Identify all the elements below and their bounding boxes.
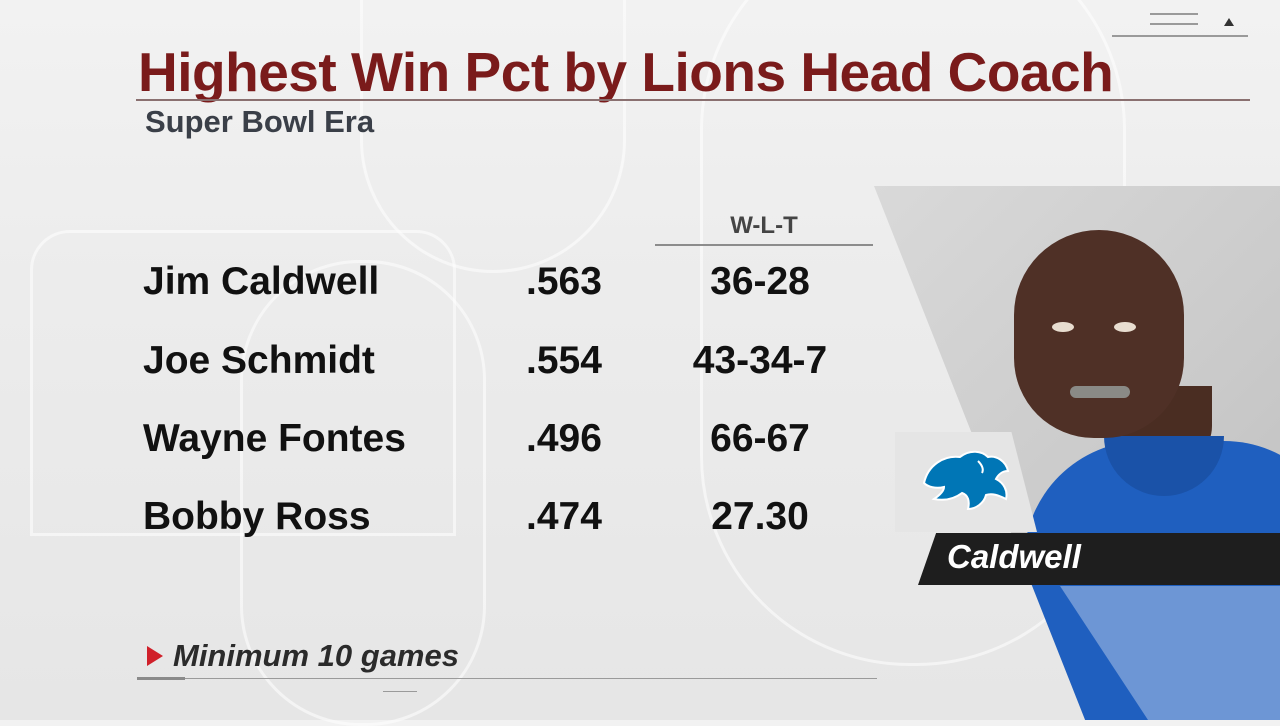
background-watermark-shape	[30, 230, 456, 536]
footnote-text: Minimum 10 games	[173, 638, 459, 673]
name-tag	[918, 533, 1280, 585]
footer-divider	[383, 691, 417, 692]
background-watermark-shape	[360, 0, 626, 273]
menu-lines-decoration	[1150, 13, 1198, 33]
wlt-record: 27.30	[711, 495, 809, 538]
wlt-record: 66-67	[710, 417, 810, 460]
coach-name: Jim Caldwell	[143, 260, 380, 303]
mustache-shape	[1070, 386, 1130, 398]
wlt-record: 43-34-7	[692, 339, 828, 382]
wlt-record: 36-28	[710, 260, 810, 303]
table-row: Wayne Fontes .496 66-67	[0, 417, 900, 467]
table-row: Jim Caldwell .563 36-28	[0, 260, 900, 310]
win-pct: .554	[526, 339, 602, 382]
win-pct: .496	[526, 417, 602, 460]
head-shape	[1014, 230, 1184, 438]
top-divider	[1112, 35, 1248, 37]
coach-name: Joe Schmidt	[143, 339, 375, 382]
triangle-bullet-icon	[147, 646, 163, 666]
caret-up-icon	[1224, 18, 1234, 26]
graphic-subtitle: Super Bowl Era	[145, 104, 375, 139]
win-pct: .563	[526, 260, 602, 303]
graphic-title: Highest Win Pct by Lions Head Coach	[138, 41, 1114, 103]
footer-divider	[185, 678, 877, 679]
detroit-lions-logo-icon	[922, 450, 1010, 511]
footer-divider	[137, 677, 185, 680]
coach-name: Bobby Ross	[143, 495, 371, 538]
table-row: Joe Schmidt .554 43-34-7	[0, 339, 900, 389]
table-row: Bobby Ross .474 27.30	[0, 495, 900, 545]
coach-name: Wayne Fontes	[143, 417, 406, 460]
win-pct: .474	[526, 495, 602, 538]
footnote: Minimum 10 games	[147, 638, 459, 674]
photo-caption: Caldwell	[947, 538, 1081, 575]
title-divider	[136, 99, 1250, 101]
eye-shape	[1114, 322, 1136, 332]
eye-shape	[1052, 322, 1074, 332]
wlt-column-header: W-L-T	[730, 212, 798, 239]
column-header-divider	[655, 244, 873, 246]
